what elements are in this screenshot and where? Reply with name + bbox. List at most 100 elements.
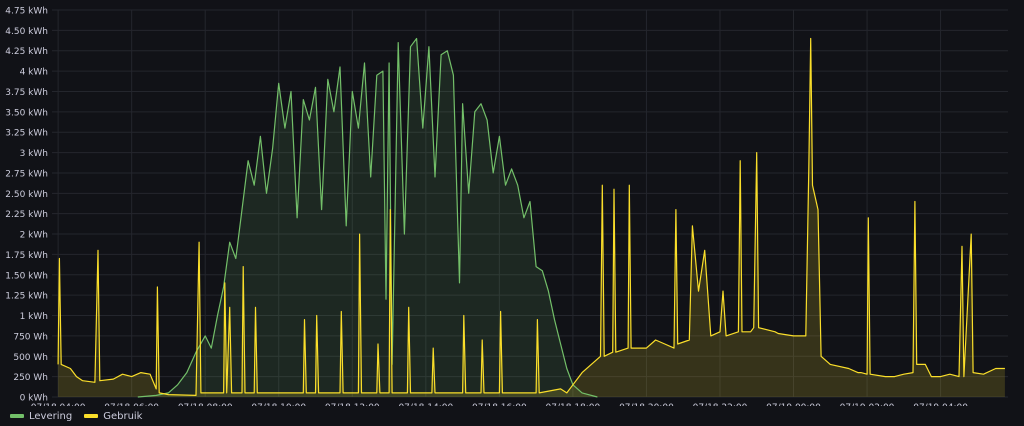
data-point-gebruik xyxy=(805,335,806,336)
data-point-gebruik xyxy=(122,374,123,375)
data-point-gebruik xyxy=(973,372,974,373)
data-point-gebruik xyxy=(629,185,630,186)
data-point-gebruik xyxy=(566,392,567,393)
data-point-levering xyxy=(487,119,488,120)
data-point-gebruik xyxy=(97,250,98,251)
data-point-gebruik xyxy=(778,333,779,334)
data-point-gebruik xyxy=(912,372,913,373)
data-point-gebruik xyxy=(673,348,674,349)
data-point-levering xyxy=(422,128,423,129)
y-tick-label: 250 Wh xyxy=(13,373,48,383)
data-point-levering xyxy=(529,201,530,202)
x-tick-label: 07/18 14:00 xyxy=(398,403,453,406)
y-tick-label: 2 kWh xyxy=(20,231,48,241)
data-point-gebruik xyxy=(500,311,501,312)
series-areas xyxy=(58,38,1005,397)
data-point-gebruik xyxy=(903,374,904,375)
data-point-gebruik xyxy=(499,392,500,393)
data-point-gebruik xyxy=(379,392,380,393)
data-point-gebruik xyxy=(431,392,432,393)
data-point-gebruik xyxy=(741,331,742,332)
data-point-levering xyxy=(434,176,435,177)
data-point-levering xyxy=(272,148,273,149)
legend-item-gebruik[interactable]: Gebruik xyxy=(84,411,142,422)
data-point-gebruik xyxy=(224,282,225,283)
data-point-gebruik xyxy=(318,392,319,393)
data-point-gebruik xyxy=(704,250,705,251)
data-point-levering xyxy=(597,396,598,397)
y-tick-label: 3 kWh xyxy=(20,149,48,159)
data-point-gebruik xyxy=(655,339,656,340)
data-point-gebruik xyxy=(433,348,434,349)
data-point-gebruik xyxy=(857,372,858,373)
energy-chart[interactable]: 0 kWh 250 Wh 500 Wh 750 Wh 1 kWh 1.25 kWh 1.50… xyxy=(0,0,1024,413)
data-point-gebruik xyxy=(631,348,632,349)
y-tick-label: 0 kWh xyxy=(20,394,48,404)
data-point-gebruik xyxy=(750,331,751,332)
data-point-gebruik xyxy=(830,364,831,365)
data-point-levering xyxy=(542,270,543,271)
data-point-levering xyxy=(582,392,583,393)
data-point-gebruik xyxy=(241,392,242,393)
data-point-levering xyxy=(554,319,555,320)
x-tick-label: 07/18 10:00 xyxy=(251,403,306,406)
data-point-gebruik xyxy=(70,368,71,369)
data-point-gebruik xyxy=(156,388,157,389)
data-point-gebruik xyxy=(758,327,759,328)
x-tick-label: 07/18 22:00 xyxy=(693,403,748,406)
data-point-gebruik xyxy=(692,225,693,226)
legend-swatch-gebruik xyxy=(84,414,99,418)
data-point-levering xyxy=(416,38,417,39)
data-point-gebruik xyxy=(200,392,201,393)
data-point-gebruik xyxy=(389,392,390,393)
data-point-gebruik xyxy=(572,384,573,385)
data-point-gebruik xyxy=(860,372,861,373)
data-point-gebruik xyxy=(894,376,895,377)
data-point-levering xyxy=(260,136,261,137)
data-point-gebruik xyxy=(995,368,996,369)
y-tick-label: 1.75 kWh xyxy=(5,251,48,261)
data-point-gebruik xyxy=(775,331,776,332)
x-tick-label: 07/18 18:00 xyxy=(546,403,601,406)
y-tick-label: 4.75 kWh xyxy=(5,7,48,17)
data-point-gebruik xyxy=(868,217,869,218)
data-point-levering xyxy=(389,62,390,63)
series-area-gebruik xyxy=(58,38,1005,397)
data-point-gebruik xyxy=(226,392,227,393)
data-point-gebruik xyxy=(410,392,411,393)
data-point-levering xyxy=(382,71,383,72)
data-point-gebruik xyxy=(848,368,849,369)
data-point-levering xyxy=(370,176,371,177)
data-point-gebruik xyxy=(710,335,711,336)
data-point-gebruik xyxy=(689,339,690,340)
data-point-gebruik xyxy=(59,258,60,259)
data-point-gebruik xyxy=(195,395,196,396)
data-point-gebruik xyxy=(408,307,409,308)
data-point-levering xyxy=(404,234,405,235)
x-tick-label: 07/19 02:00 xyxy=(840,403,895,406)
data-point-levering xyxy=(376,75,377,76)
data-point-gebruik xyxy=(600,356,601,357)
data-point-gebruik xyxy=(244,392,245,393)
series-lines xyxy=(57,37,1005,398)
data-point-levering xyxy=(493,172,494,173)
legend-item-levering[interactable]: Levering xyxy=(10,411,72,422)
data-point-gebruik xyxy=(94,382,95,383)
data-point-gebruik xyxy=(602,185,603,186)
data-point-gebruik xyxy=(343,392,344,393)
data-point-levering xyxy=(303,99,304,100)
data-point-levering xyxy=(523,217,524,218)
x-tick-label: 07/18 20:00 xyxy=(619,403,674,406)
y-tick-label: 2.50 kWh xyxy=(5,190,48,200)
data-point-gebruik xyxy=(376,392,377,393)
data-point-levering xyxy=(284,128,285,129)
data-point-gebruik xyxy=(306,392,307,393)
data-point-levering xyxy=(511,168,512,169)
data-point-gebruik xyxy=(303,392,304,393)
y-tick-label: 4.50 kWh xyxy=(5,27,48,37)
data-point-gebruik xyxy=(58,364,59,365)
data-point-levering xyxy=(235,258,236,259)
legend: Levering Gebruik xyxy=(10,408,142,424)
data-point-gebruik xyxy=(462,392,463,393)
data-point-gebruik xyxy=(812,185,813,186)
